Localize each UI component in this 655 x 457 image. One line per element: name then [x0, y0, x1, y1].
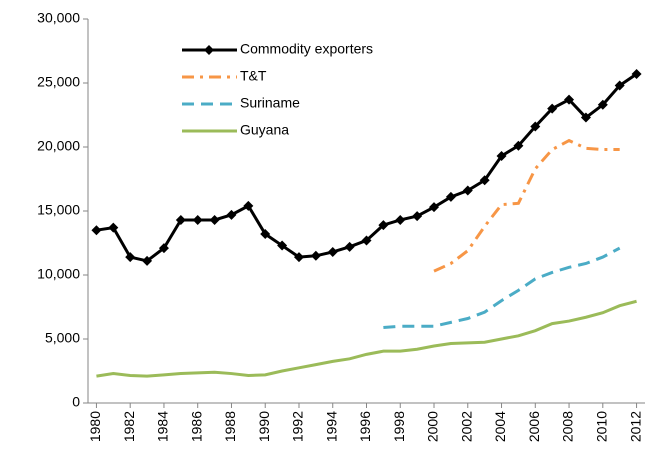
- x-tick-label: 2006: [526, 411, 542, 442]
- y-tick-label: 10,000: [37, 266, 80, 282]
- marker: [125, 252, 136, 263]
- marker: [597, 99, 608, 110]
- marker: [513, 140, 524, 151]
- x-tick-label: 1992: [290, 411, 306, 442]
- marker: [243, 200, 254, 211]
- x-tick-label: 2004: [492, 411, 508, 442]
- marker: [547, 103, 558, 114]
- marker: [564, 94, 575, 105]
- marker: [91, 225, 102, 236]
- marker: [395, 214, 406, 225]
- y-tick-label: 30,000: [37, 10, 80, 26]
- marker: [260, 229, 271, 240]
- x-tick-label: 2002: [458, 411, 474, 442]
- x-tick-label: 1994: [323, 411, 339, 442]
- marker: [496, 150, 507, 161]
- x-tick-label: 1998: [391, 411, 407, 442]
- x-tick-label: 2000: [425, 411, 441, 442]
- marker: [293, 252, 304, 263]
- x-tick-label: 1980: [87, 411, 103, 442]
- marker: [614, 80, 625, 91]
- marker: [310, 250, 321, 261]
- y-tick-label: 20,000: [37, 138, 80, 154]
- marker: [277, 240, 288, 251]
- marker: [530, 121, 541, 132]
- legend-label: Suriname: [240, 95, 300, 111]
- marker: [142, 255, 153, 266]
- y-tick-label: 0: [72, 394, 80, 410]
- legend-label: Guyana: [240, 122, 289, 138]
- series-line: [96, 72, 638, 263]
- x-tick-label: 2012: [627, 411, 643, 442]
- y-tick-label: 15,000: [37, 202, 80, 218]
- x-tick-label: 1996: [357, 411, 373, 442]
- marker: [378, 220, 389, 231]
- marker: [327, 246, 338, 257]
- series-line: [433, 138, 620, 273]
- marker: [429, 202, 440, 213]
- y-tick-label: 5,000: [45, 330, 80, 346]
- marker: [580, 112, 591, 123]
- marker: [462, 185, 473, 196]
- x-tick-label: 1990: [256, 411, 272, 442]
- marker: [344, 241, 355, 252]
- legend-marker: [204, 45, 214, 55]
- marker: [158, 243, 169, 254]
- x-tick-label: 1988: [222, 411, 238, 442]
- legend-label: T&T: [240, 68, 267, 84]
- marker: [361, 235, 372, 246]
- marker: [479, 175, 490, 186]
- y-tick-label: 25,000: [37, 74, 80, 90]
- marker: [192, 214, 203, 225]
- x-tick-label: 1986: [188, 411, 204, 442]
- x-tick-label: 2008: [560, 411, 576, 442]
- x-tick-label: 2010: [594, 411, 610, 442]
- marker: [631, 69, 642, 80]
- marker: [108, 222, 119, 233]
- marker: [175, 214, 186, 225]
- marker: [226, 209, 237, 220]
- series-line: [96, 299, 637, 378]
- legend-label: Commodity exporters: [240, 41, 373, 57]
- series-line: [383, 246, 621, 329]
- marker: [445, 191, 456, 202]
- x-tick-label: 1984: [155, 411, 171, 442]
- marker: [209, 214, 220, 225]
- marker: [412, 211, 423, 222]
- x-tick-label: 1982: [121, 411, 137, 442]
